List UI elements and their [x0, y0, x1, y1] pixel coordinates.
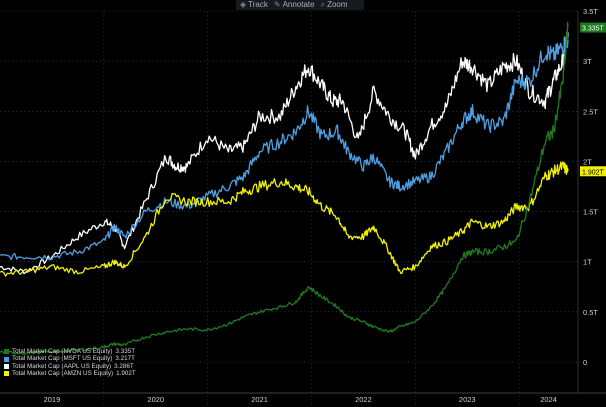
legend-value-amzn: 1.902T [116, 370, 136, 378]
last-value-label: 1.902T [582, 169, 605, 176]
zoom-button[interactable]: ⌕ Zoom [321, 0, 348, 10]
track-button[interactable]: ◈ Track [240, 0, 268, 10]
x-tick-label: 2021 [251, 395, 268, 404]
series-line [0, 21, 569, 355]
legend-swatch-nvda [4, 349, 9, 355]
x-tick-label: 2023 [459, 395, 476, 404]
legend-item-nvda: Total Market Cap (NVDA US Equity) 3.335T [4, 348, 136, 355]
x-tick-label: 2020 [147, 395, 164, 404]
y-tick-label: 3.5T [583, 7, 598, 16]
legend-value-nvda: 3.335T [115, 348, 136, 355]
last-value-label: 3.335T [582, 26, 605, 33]
zoom-label: Zoom [327, 0, 348, 9]
legend-swatch-aapl [4, 364, 9, 370]
legend-swatch-amzn [4, 371, 9, 377]
annotate-icon: ✎ [273, 0, 281, 9]
chart-toolbar: ◈ Track ✎ Annotate ⌕ Zoom [236, 0, 364, 10]
annotate-button[interactable]: ✎ Annotate [274, 0, 315, 10]
y-tick-label: 0.5T [583, 308, 598, 317]
legend-item-msft: Total Market Cap (MSFT US Equity) 3.217T [4, 355, 136, 362]
annotate-label: Annotate [282, 0, 315, 9]
track-label: Track [248, 0, 268, 9]
legend-value-aapl: 3.286T [114, 362, 134, 370]
chart-legend: Total Market Cap (NVDA US Equity) 3.335T… [4, 348, 136, 378]
y-tick-label: 1.5T [583, 208, 598, 217]
y-tick-label: 2T [583, 157, 592, 166]
legend-label-amzn: Total Market Cap (AMZN US Equity) [12, 370, 114, 378]
zoom-icon: ⌕ [320, 0, 326, 9]
x-tick-label: 2019 [44, 395, 61, 404]
track-icon: ◈ [240, 0, 247, 9]
x-tick-label: 2024 [540, 395, 557, 404]
series-line [0, 36, 569, 261]
legend-swatch-msft [4, 356, 9, 362]
legend-item-amzn: Total Market Cap (AMZN US Equity) 1.902T [4, 370, 136, 377]
series-line [0, 161, 569, 277]
series-line [0, 31, 569, 275]
y-tick-label: 3T [583, 57, 592, 66]
y-tick-label: 2.5T [583, 107, 598, 116]
legend-label-nvda: Total Market Cap (NVDA US Equity) [12, 348, 113, 355]
last-value-tag [580, 22, 606, 33]
x-tick-label: 2022 [355, 395, 372, 404]
y-tick-label: 0 [583, 358, 587, 367]
last-value-tag [580, 166, 606, 177]
legend-value-msft: 3.217T [115, 355, 135, 363]
y-tick-label: 1T [583, 258, 592, 267]
legend-item-aapl: Total Market Cap (AAPL US Equity) 3.286T [4, 363, 136, 370]
legend-label-aapl: Total Market Cap (AAPL US Equity) [12, 362, 112, 370]
legend-label-msft: Total Market Cap (MSFT US Equity) [12, 355, 113, 363]
